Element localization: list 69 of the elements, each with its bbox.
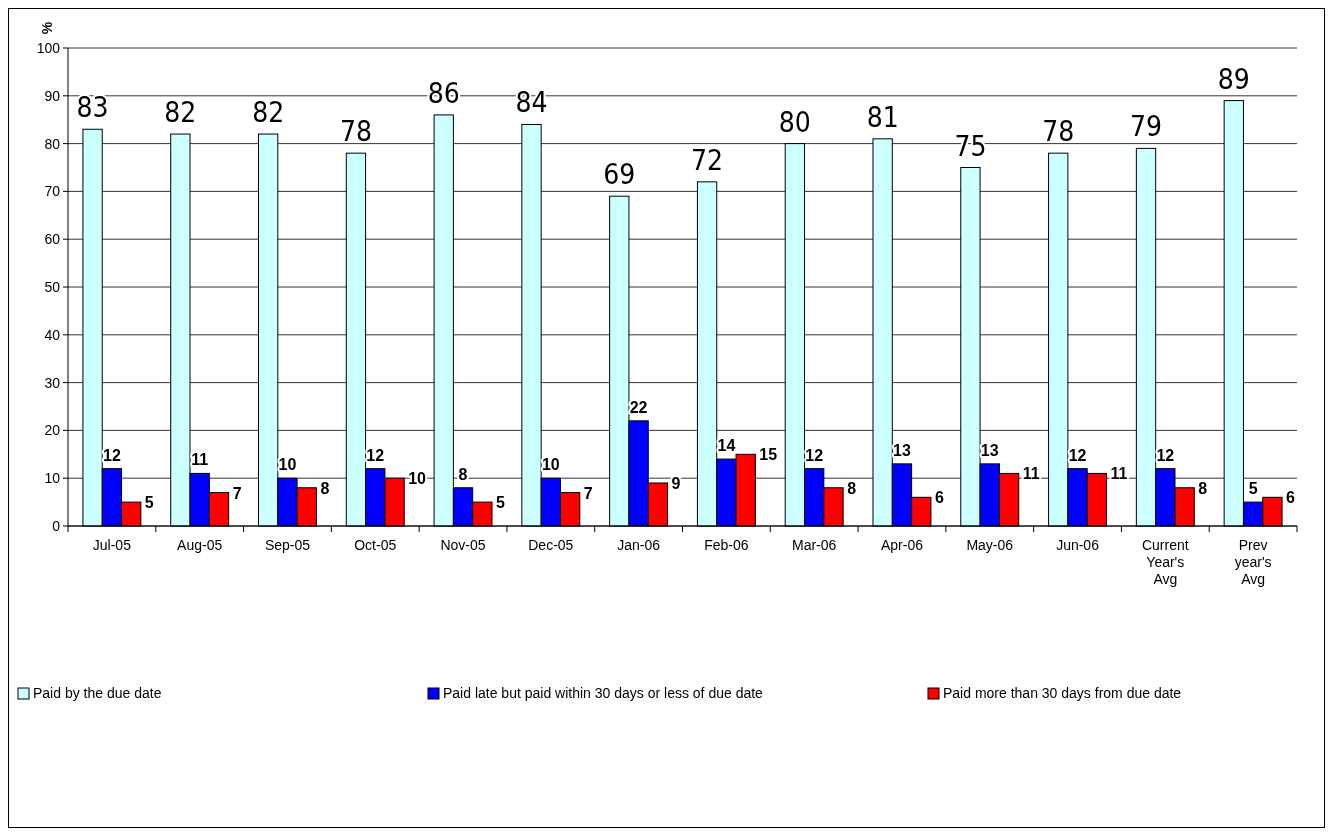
data-label: 79 [1129, 110, 1163, 144]
x-tick-label: Aug-05 [177, 537, 223, 553]
data-label: 6 [934, 489, 944, 507]
y-tick-label: 0 [52, 517, 61, 534]
data-label: 12 [102, 446, 121, 464]
data-label: 12 [1068, 446, 1087, 464]
x-tick-label: Mar-06 [792, 537, 837, 553]
x-tick-label: Apr-06 [880, 537, 924, 553]
data-label: 89 [1217, 62, 1250, 96]
data-label: 12 [805, 446, 824, 464]
y-axis-title: % [39, 21, 55, 35]
x-tick-label: Current Year's Avg [1141, 537, 1189, 587]
x-tick-label: Sep-05 [264, 537, 311, 553]
data-label: 7 [583, 484, 593, 502]
data-label: 10 [541, 456, 560, 474]
x-tick-label: Jan-06 [617, 537, 661, 553]
data-label: 13 [980, 441, 999, 459]
data-label: 13 [893, 441, 911, 459]
y-tick-label: 90 [44, 87, 61, 104]
data-label: 80 [778, 105, 811, 139]
x-tick-label: Oct-05 [354, 537, 397, 553]
y-tick-label: 70 [44, 183, 61, 200]
x-tick-label: Feb-06 [704, 537, 749, 553]
x-tick-label: Prev year's Avg [1234, 537, 1272, 587]
y-tick-label: 10 [44, 470, 61, 487]
data-label: 8 [847, 479, 857, 497]
data-label: 8 [1198, 479, 1208, 497]
data-label: 8 [320, 479, 330, 497]
x-tick-label: May-06 [966, 537, 1014, 553]
data-label: 81 [866, 100, 899, 134]
legend-label: Paid more than 30 days from due date [943, 685, 1182, 701]
data-label: 84 [515, 86, 548, 120]
data-label: 9 [671, 474, 681, 492]
data-label: 11 [1022, 465, 1040, 483]
data-label: 82 [252, 96, 285, 130]
data-label: 11 [191, 451, 209, 469]
y-tick-label: 20 [44, 422, 61, 439]
data-label: 5 [1248, 480, 1258, 498]
y-tick-label: 30 [44, 374, 61, 391]
y-tick-label: 50 [44, 278, 61, 295]
data-label: 5 [144, 494, 154, 512]
data-label: 11 [1110, 465, 1128, 483]
data-label: 82 [164, 96, 197, 130]
x-tick-label: Nov-05 [440, 537, 486, 553]
data-label: 5 [496, 494, 506, 512]
data-label: 15 [759, 446, 778, 464]
y-tick-label: 80 [44, 135, 61, 152]
data-label: 14 [717, 437, 736, 455]
data-label: 10 [408, 470, 427, 488]
data-label: 12 [1156, 446, 1175, 464]
legend-label: Paid by the due date [33, 685, 162, 701]
data-label: 8 [458, 465, 468, 483]
data-label: 78 [1042, 115, 1075, 149]
x-tick-label: Jul-05 [92, 537, 132, 553]
data-label: 22 [629, 398, 648, 416]
x-tick-label: Jun-06 [1056, 537, 1100, 553]
data-label: 83 [76, 91, 109, 125]
data-label: 6 [1286, 489, 1296, 507]
y-tick-label: 40 [44, 326, 61, 343]
data-label: 10 [278, 456, 297, 474]
data-label: 12 [366, 446, 385, 464]
data-label: 69 [603, 158, 636, 192]
data-label: 7 [232, 484, 242, 502]
y-tick-label: 100 [36, 39, 61, 56]
data-label: 72 [691, 143, 724, 177]
y-tick-label: 60 [44, 231, 61, 248]
data-label: 78 [339, 115, 372, 149]
x-tick-label: Dec-05 [528, 537, 574, 553]
legend-label: Paid late but paid within 30 days or less of due date [443, 685, 764, 701]
